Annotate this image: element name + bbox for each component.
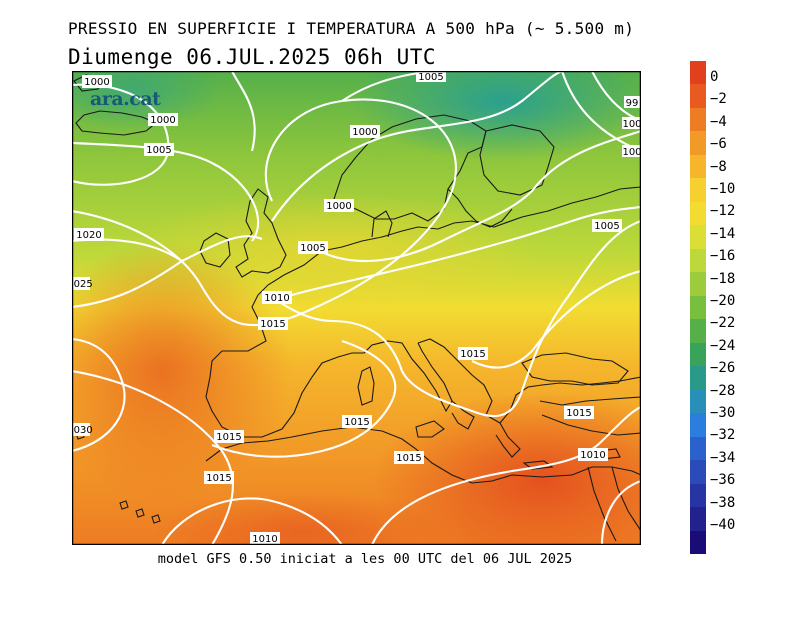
colorbar-segment [690,319,706,344]
chart-title: PRESSIO EN SUPERFICIE I TEMPERATURA A 50… [68,19,635,38]
colorbar-segment [690,413,706,438]
svg-text:1015: 1015 [216,432,241,443]
isobar-label: 99 [624,96,641,109]
colorbar-segment [690,107,706,132]
colorbar-label: −8 [710,158,727,175]
isobar-label: 1015 [258,317,288,330]
svg-text:1015: 1015 [206,473,231,484]
svg-text:1015: 1015 [566,408,591,419]
colorbar-segment [690,483,706,508]
colorbar-label: −4 [710,113,727,130]
colorbar-label: −10 [710,181,736,197]
colorbar-segment [690,507,706,532]
isobar-label: 1000 [82,75,112,88]
isobar-label: 1030 [72,423,93,436]
colorbar-segment [690,178,706,203]
isobar-label: 100 [622,145,641,158]
model-caption: model GFS 0.50 iniciat a les 00 UTC del … [157,551,573,567]
svg-text:1015: 1015 [260,319,285,330]
chart-date-title: Diumenge 06.JUL.2025 06h UTC [68,45,437,69]
colorbar-label: −28 [710,382,736,399]
colorbar-segment [690,61,706,85]
logo[interactable]: ara.cat [90,88,161,110]
isobar-label: 1015 [394,451,424,464]
colorbar-label: −32 [710,427,736,444]
colorbar-label: −34 [710,449,736,466]
isobar-label: 1025 [72,277,93,290]
isobar-label: 1005 [144,143,174,156]
isobar-label: 1010 [262,291,292,304]
colorbar-segment [690,225,706,250]
isobar-label: 1010 [578,448,608,461]
isobar-label: 1015 [342,415,372,428]
isobar-label: 1005 [592,219,622,232]
isobar-label: 1000 [148,113,178,126]
colorbar-label: −6 [710,136,727,153]
svg-text:100: 100 [622,119,641,130]
colorbar-label: −24 [710,337,736,354]
colorbar-label: −30 [710,405,736,421]
colorbar-segment [690,460,706,485]
svg-text:1005: 1005 [300,243,325,254]
colorbar-segment [690,389,706,414]
colorbar-label: −36 [710,472,736,489]
weather-map: 1000 1000 1005 1000 1005 1000 1005 1005 … [72,71,641,545]
isobar-label: 1000 [324,199,354,212]
svg-text:99: 99 [626,98,639,109]
svg-text:1000: 1000 [352,127,377,138]
colorbar-segment [690,248,706,273]
colorbar-segment [690,530,706,555]
colorbar-segment [690,131,706,156]
colorbar-label: −12 [710,203,736,220]
colorbar-label: −22 [710,315,736,332]
svg-text:1010: 1010 [264,293,289,304]
svg-text:1000: 1000 [84,77,109,88]
colorbar-label: −20 [710,293,736,309]
isobar-label: 1015 [564,406,594,419]
isobar-label: 1015 [204,471,234,484]
svg-text:1005: 1005 [418,72,443,83]
isobar-label: 1000 [350,125,380,138]
svg-text:1000: 1000 [150,115,175,126]
isobar-label: 1005 [416,71,446,83]
colorbar-label: −16 [710,248,736,265]
svg-text:1005: 1005 [594,221,619,232]
colorbar-label: −18 [710,270,736,287]
svg-text:1015: 1015 [396,453,421,464]
isobar-label: 100 [622,117,641,130]
colorbar-segment [690,342,706,367]
svg-text:1015: 1015 [460,349,485,360]
svg-text:1005: 1005 [146,145,171,156]
colorbar-segment [690,366,706,391]
isobar-label: 1015 [214,430,244,443]
svg-text:100: 100 [622,147,641,158]
colorbar-segment [690,272,706,297]
colorbar-label: 0 [710,69,719,85]
colorbar-label: −38 [710,494,736,511]
colorbar-label: −26 [710,360,736,377]
colorbar-label: −14 [710,225,736,242]
colorbar-segment [690,84,706,109]
colorbar-label: −2 [710,91,727,108]
map-frame [72,71,641,545]
colorbar-segment [690,436,706,461]
isobar-labels: 1000 1000 1005 1000 1005 1000 1005 1005 … [72,71,641,545]
isobar-label: 1005 [298,241,328,254]
svg-text:1015: 1015 [344,417,369,428]
colorbar-label: −40 [710,517,736,533]
svg-text:1020: 1020 [76,230,101,241]
colorbar-segment [690,295,706,320]
svg-text:1025: 1025 [72,279,93,290]
isobar-label: 1010 [250,532,280,545]
svg-text:1010: 1010 [252,534,277,545]
isobar-label: 1015 [458,347,488,360]
colorbar-segment [690,154,706,179]
colorbar-segment [690,201,706,226]
svg-text:1010: 1010 [580,450,605,461]
isobar-label: 1020 [74,228,104,241]
svg-text:1030: 1030 [72,425,93,436]
temperature-colorbar [690,61,706,555]
svg-text:1000: 1000 [326,201,351,212]
